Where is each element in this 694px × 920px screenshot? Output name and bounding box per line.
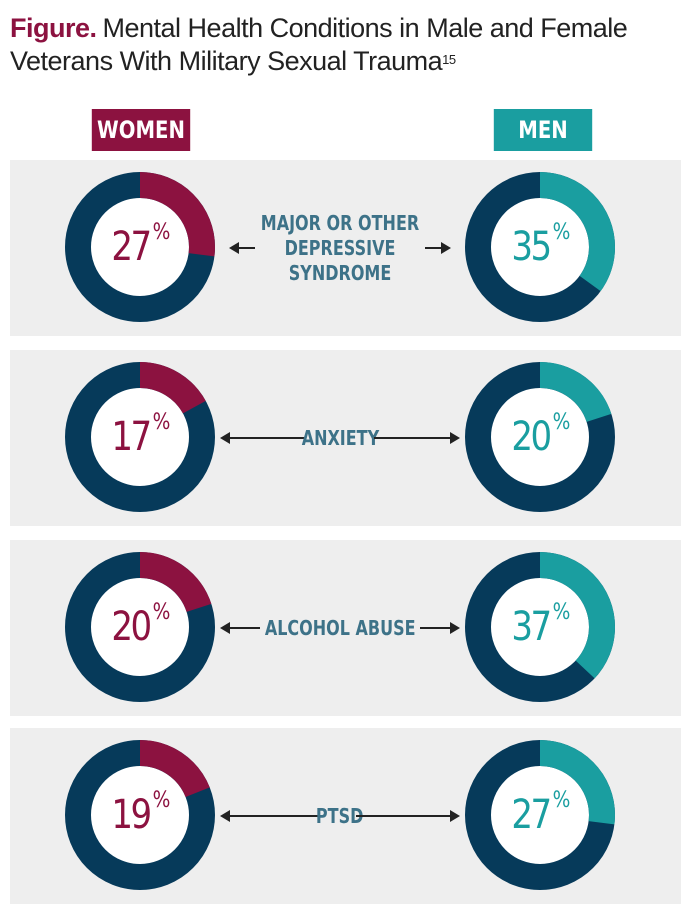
panel-anxiety: 17% 20% ANXIETY [10, 350, 681, 526]
men-depression-donut: 35% [465, 172, 615, 322]
men-depression-value: 35 [511, 224, 552, 270]
women-depression-value-label: 27% [65, 172, 215, 322]
women-anxiety-donut: 17% [65, 362, 215, 512]
men-depression-value-label: 35% [465, 172, 615, 322]
reference-number: 15 [442, 52, 456, 67]
women-alcohol-abuse-value-label: 20% [65, 552, 215, 702]
condition-label-alcohol-abuse: ALCOHOL ABUSE [220, 540, 460, 716]
men-ptsd-slice [465, 740, 615, 890]
men-anxiety-slice [465, 362, 615, 512]
women-depression-slice [65, 172, 215, 322]
condition-name: MAJOR OR OTHER DEPRESSIVE SYNDROME [261, 211, 419, 286]
left-arrow-icon [229, 242, 255, 254]
right-arrow-icon [355, 810, 461, 822]
right-arrow-icon [425, 242, 451, 254]
panel-alcohol-abuse: 20% 37% ALCOHOL ABUSE [10, 540, 681, 716]
women-depression-donut: 27% [65, 172, 215, 322]
condition-name-line: ANXIETY [301, 425, 379, 450]
men-ptsd-value: 27 [511, 792, 552, 838]
men-alcohol-abuse-value-label: 37% [465, 552, 615, 702]
women-ptsd-donut: 19% [65, 740, 215, 890]
left-arrow-icon [220, 432, 306, 444]
women-alcohol-abuse-slice [65, 552, 215, 702]
women-header: WOMEN [91, 109, 191, 151]
condition-label-ptsd: PTSD [219, 728, 461, 904]
men-header: MEN [493, 109, 593, 151]
women-anxiety-value-label: 17% [65, 362, 215, 512]
condition-name-line: SYNDROME [288, 260, 392, 285]
women-depression-value: 27 [111, 224, 152, 270]
women-ptsd-slice [65, 740, 215, 890]
women-anxiety-slice [65, 362, 215, 512]
men-anxiety-donut: 20% [465, 362, 615, 512]
women-depression-percent-sign: % [152, 220, 171, 245]
condition-name: ANXIETY [301, 426, 379, 451]
condition-name: ALCOHOL ABUSE [265, 616, 416, 641]
women-anxiety-percent-sign: % [152, 410, 171, 435]
men-ptsd-percent-sign: % [552, 788, 571, 813]
condition-name-line: ALCOHOL ABUSE [264, 615, 416, 640]
men-alcohol-abuse-donut: 37% [465, 552, 615, 702]
men-anxiety-percent-sign: % [552, 410, 571, 435]
men-depression-slice [465, 172, 615, 322]
women-alcohol-abuse-value: 20 [111, 604, 152, 650]
men-anxiety-value-label: 20% [465, 362, 615, 512]
condition-name-line: DEPRESSIVE [284, 235, 396, 260]
panel-depression: 27% 35% MAJOR OR OTHER DEPRESSIVE SYNDROME [10, 160, 681, 336]
figure-lead: Figure. [10, 13, 97, 43]
right-arrow-icon [374, 432, 460, 444]
men-alcohol-abuse-slice [465, 552, 615, 702]
condition-label-depression: MAJOR OR OTHER DEPRESSIVE SYNDROME [222, 160, 458, 336]
panel-ptsd: 19% 27% PTSD [10, 728, 681, 904]
men-ptsd-value-label: 27% [465, 740, 615, 890]
right-arrow-icon [420, 622, 460, 634]
figure-title-text: Mental Health Conditions in Male and Fem… [10, 13, 628, 76]
men-ptsd-donut: 27% [465, 740, 615, 890]
figure-title: Figure. Mental Health Conditions in Male … [10, 12, 690, 78]
men-alcohol-abuse-percent-sign: % [552, 600, 571, 625]
women-alcohol-abuse-percent-sign: % [152, 600, 171, 625]
women-ptsd-value: 19 [111, 792, 152, 838]
women-ptsd-value-label: 19% [65, 740, 215, 890]
left-arrow-icon [219, 810, 325, 822]
women-anxiety-value: 17 [111, 414, 152, 460]
condition-name-line: MAJOR OR OTHER [260, 210, 420, 235]
men-depression-percent-sign: % [552, 220, 571, 245]
men-alcohol-abuse-value: 37 [511, 604, 552, 650]
women-alcohol-abuse-donut: 20% [65, 552, 215, 702]
men-anxiety-value: 20 [511, 414, 552, 460]
left-arrow-icon [220, 622, 260, 634]
condition-label-anxiety: ANXIETY [220, 350, 460, 526]
women-ptsd-percent-sign: % [152, 788, 171, 813]
